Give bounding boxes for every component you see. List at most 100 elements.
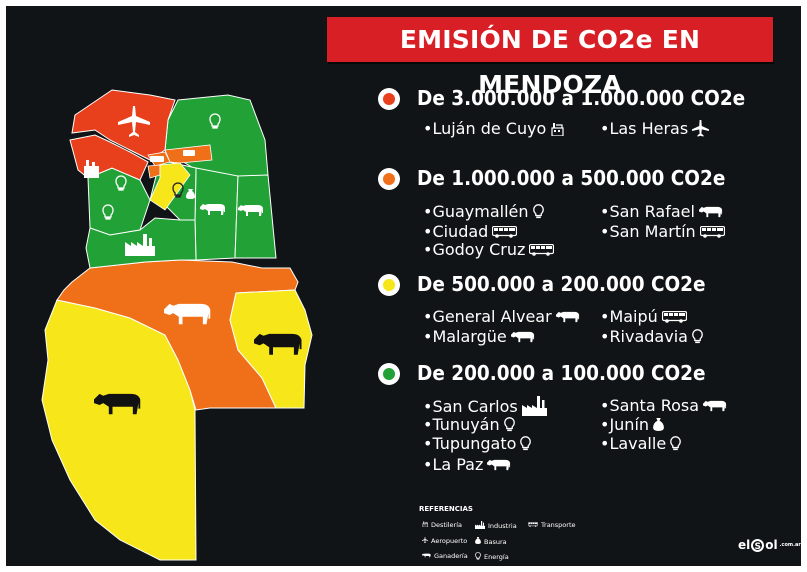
reference-label: Destilería <box>431 521 463 529</box>
place-name: •La Paz <box>423 455 484 474</box>
place-name: •Maipú <box>600 307 658 326</box>
place-name: •General Alvear <box>423 307 552 326</box>
place-name: •San Carlos <box>423 396 518 416</box>
reference-item: Destilería <box>422 521 462 529</box>
logo-tagline: .com.ar <box>779 541 801 548</box>
tier-dot <box>378 168 400 190</box>
region-la-paz <box>234 174 277 259</box>
reference-item: Ganadería <box>422 552 468 560</box>
reference-label: Industria <box>488 522 517 530</box>
reference-item: Aeropuerto <box>422 537 467 545</box>
tier-dot <box>378 274 400 296</box>
tier-dot <box>378 88 400 110</box>
factory-icon <box>475 521 485 531</box>
place-name: •Tunuyán <box>423 415 500 434</box>
tier-label: De 1.000.000 a 500.000 CO2e <box>417 166 726 190</box>
tier-dot <box>378 363 400 385</box>
place-name: •Tupungato <box>423 434 517 453</box>
place-item: •Junín <box>600 415 664 434</box>
page-title: EMISIÓN DE CO2e EN MENDOZA <box>327 17 773 99</box>
bus-icon <box>661 310 687 323</box>
reference-label: Aeropuerto <box>431 537 468 545</box>
lightbulb-icon <box>692 329 703 344</box>
place-name: •Ciudad <box>423 222 489 241</box>
place-item: •Lavalle <box>600 434 682 453</box>
place-name: •Guaymallén <box>423 202 529 221</box>
reference-label: Ganadería <box>434 552 468 560</box>
reference-item: Basura <box>475 537 507 546</box>
tier-label: De 3.000.000 a 1.000.000 CO2e <box>417 86 746 110</box>
references-title: REFERENCIAS <box>419 505 473 513</box>
cow-icon <box>698 206 723 218</box>
trash-bag-icon <box>475 537 481 546</box>
place-item: •Malargüe <box>423 327 535 346</box>
place-item: •Rivadavia <box>600 327 703 346</box>
place-item: •Tupungato <box>423 434 532 453</box>
factory-icon <box>125 234 155 256</box>
place-name: •Godoy Cruz <box>423 240 526 259</box>
place-name: •Junín <box>600 415 650 434</box>
region-maipu <box>149 162 191 211</box>
place-item: •La Paz <box>423 455 511 474</box>
place-item: •Luján de Cuyo <box>423 119 564 138</box>
region-santa-rosa <box>194 167 239 261</box>
factory-icon <box>521 396 547 416</box>
region-tunuyan <box>85 217 197 269</box>
cow-icon <box>555 311 580 323</box>
place-item: •Santa Rosa <box>600 396 727 415</box>
place-item: •Maipú <box>600 307 687 326</box>
cow-icon <box>422 552 431 560</box>
airplane-icon <box>118 106 150 137</box>
place-item: •San Martín <box>600 222 725 241</box>
place-name: •Santa Rosa <box>600 396 700 415</box>
lightbulb-icon <box>670 436 682 451</box>
region-las-heras <box>71 89 176 161</box>
reference-label: Basura <box>484 537 507 546</box>
bus-icon <box>183 150 195 156</box>
place-name: •Lavalle <box>600 434 667 453</box>
bus-icon <box>492 225 518 238</box>
place-name: •Luján de Cuyo <box>423 119 547 138</box>
bus-icon <box>699 225 725 238</box>
bus-icon <box>527 521 539 529</box>
trash-bag-icon <box>186 189 195 199</box>
distillery-icon <box>422 521 428 529</box>
tier-label: De 500.000 a 200.000 CO2e <box>417 272 706 296</box>
place-item: •General Alvear <box>423 307 580 326</box>
lightbulb-icon <box>475 552 481 562</box>
place-item: •Guaymallén <box>423 202 544 221</box>
logo-text-right: ol <box>765 538 778 552</box>
place-name: •San Martín <box>600 222 696 241</box>
bus-icon <box>150 156 164 162</box>
airplane-icon <box>692 120 710 137</box>
logo-text-o: S <box>751 538 765 552</box>
lightbulb-icon <box>532 204 544 219</box>
place-name: •Las Heras <box>600 119 689 138</box>
trash-bag-icon <box>653 418 664 431</box>
place-item: •San Rafael <box>600 202 723 221</box>
cow-icon <box>487 459 511 471</box>
lightbulb-icon <box>503 417 515 432</box>
tier-label: De 200.000 a 100.000 CO2e <box>417 361 706 385</box>
airplane-icon <box>422 537 428 545</box>
place-name: •Malargüe <box>423 327 507 346</box>
el-sol-logo: el S ol .com.ar <box>738 538 801 552</box>
place-item: •Las Heras <box>600 119 710 138</box>
reference-item: Energía <box>475 552 509 562</box>
logo-text-left: el <box>738 538 751 552</box>
place-item: •San Carlos <box>423 396 547 416</box>
cow-icon <box>703 400 727 412</box>
reference-label: Transporte <box>541 521 576 529</box>
place-name: •San Rafael <box>600 202 695 221</box>
place-item: •Ciudad <box>423 222 518 241</box>
lightbulb-icon <box>520 436 532 451</box>
place-item: •Tunuyán <box>423 415 515 434</box>
distillery-icon <box>550 122 564 136</box>
place-name: •Rivadavia <box>600 327 688 346</box>
reference-item: Transporte <box>527 521 576 529</box>
reference-label: Energía <box>484 553 509 561</box>
bus-icon <box>529 243 555 256</box>
reference-item: Industria <box>475 521 517 531</box>
